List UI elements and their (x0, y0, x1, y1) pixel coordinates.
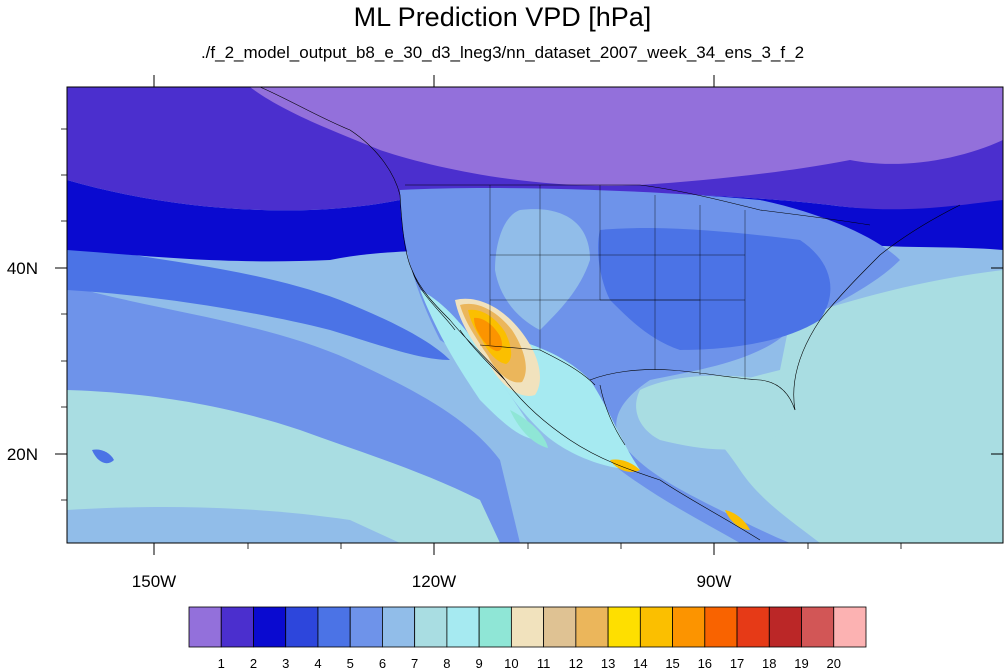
level-6-band-lower (67, 507, 400, 543)
colorbar-swatch (575, 606, 609, 648)
vpd-contour-field (67, 87, 1003, 543)
lat-label-40n: 40N (7, 259, 38, 278)
lon-label-120w: 120W (412, 572, 456, 591)
colorbar-swatch (510, 606, 545, 648)
colorbar-label: 10 (504, 656, 518, 671)
colorbar-label: 9 (476, 656, 483, 671)
colorbar-swatch (349, 606, 383, 648)
map-ticks (55, 75, 1003, 555)
colorbar-label: 18 (762, 656, 776, 671)
map-minor-ticks (61, 128, 902, 549)
colorbar-swatch (639, 606, 673, 648)
colorbar-label: 5 (347, 656, 354, 671)
colorbar-swatch (801, 606, 835, 648)
colorbar-label: 15 (665, 656, 679, 671)
gulf-coastline (589, 369, 796, 446)
colorbar-label: 19 (794, 656, 808, 671)
level-7-band-gulf (636, 375, 785, 450)
level-1-band (250, 87, 1003, 186)
level-6-band-land (495, 209, 590, 330)
level-8-band-baja (420, 290, 540, 440)
colorbar-swatch (446, 606, 480, 648)
colorbar-swatch (317, 606, 351, 648)
colorbar-label: 20 (827, 656, 841, 671)
hotspot-southern-mexico (610, 459, 640, 472)
level-4-band (67, 245, 450, 360)
hotspot-central-america (725, 510, 750, 530)
level-7-band-pacific (67, 390, 500, 543)
colorbar-label: 3 (282, 656, 289, 671)
map-subtitle: ./f_2_model_output_b8_e_30_d3_lneg3/nn_d… (200, 43, 805, 62)
level-9-band (510, 410, 548, 448)
colorbar-label: 14 (633, 656, 647, 671)
colorbar-swatch (382, 606, 416, 648)
colorbar-label: 12 (569, 656, 583, 671)
colorbar-swatch (414, 606, 448, 648)
colorbar-swatch (543, 606, 577, 648)
vpd-colorbar: 1 2 3 4 5 6 7 8 9 10 11 12 13 14 15 16 17 18 19 20 (188, 606, 867, 671)
colorbar-swatch (704, 606, 738, 648)
hawaii-patch (92, 449, 114, 464)
lon-label-150w: 150W (132, 572, 176, 591)
colorbar-label: 11 (537, 656, 551, 671)
colorbar-swatch (768, 606, 802, 648)
level-4-band-land (598, 228, 831, 350)
lon-label-90w: 90W (697, 572, 732, 591)
colorbar-label: 4 (314, 656, 321, 671)
colorbar-swatch (736, 606, 770, 648)
us-mexico-border (479, 344, 596, 386)
colorbar-swatch (478, 606, 512, 648)
north-america-coastline (259, 87, 761, 541)
colorbar-swatch (833, 606, 867, 648)
map-title: ML Prediction VPD [hPa] (353, 2, 652, 32)
colorbar-label: 7 (411, 656, 418, 671)
colorbar-swatch (607, 606, 641, 648)
us-canada-border (405, 184, 871, 226)
colorbar-label: 16 (698, 656, 712, 671)
level-16-band (474, 317, 503, 352)
state-lines (489, 185, 746, 380)
coastlines-and-borders (259, 87, 961, 541)
colorbar-label: 2 (250, 656, 257, 671)
level-7-band-atlantic (680, 270, 1003, 543)
colorbar-swatch (253, 606, 287, 648)
colorbar-label: 1 (218, 656, 225, 671)
colorbar-label: 6 (379, 656, 386, 671)
map-frame (66, 86, 1004, 544)
colorbar-swatch (188, 606, 222, 648)
colorbar-swatch (672, 606, 706, 648)
colorbar-label: 17 (730, 656, 744, 671)
colorbar-label: 13 (601, 656, 615, 671)
colorbar-swatch (220, 606, 254, 648)
atlantic-coastline (793, 204, 961, 411)
lat-label-20n: 20N (7, 445, 38, 464)
colorbar-label: 8 (443, 656, 450, 671)
colorbar-swatch (285, 606, 319, 648)
